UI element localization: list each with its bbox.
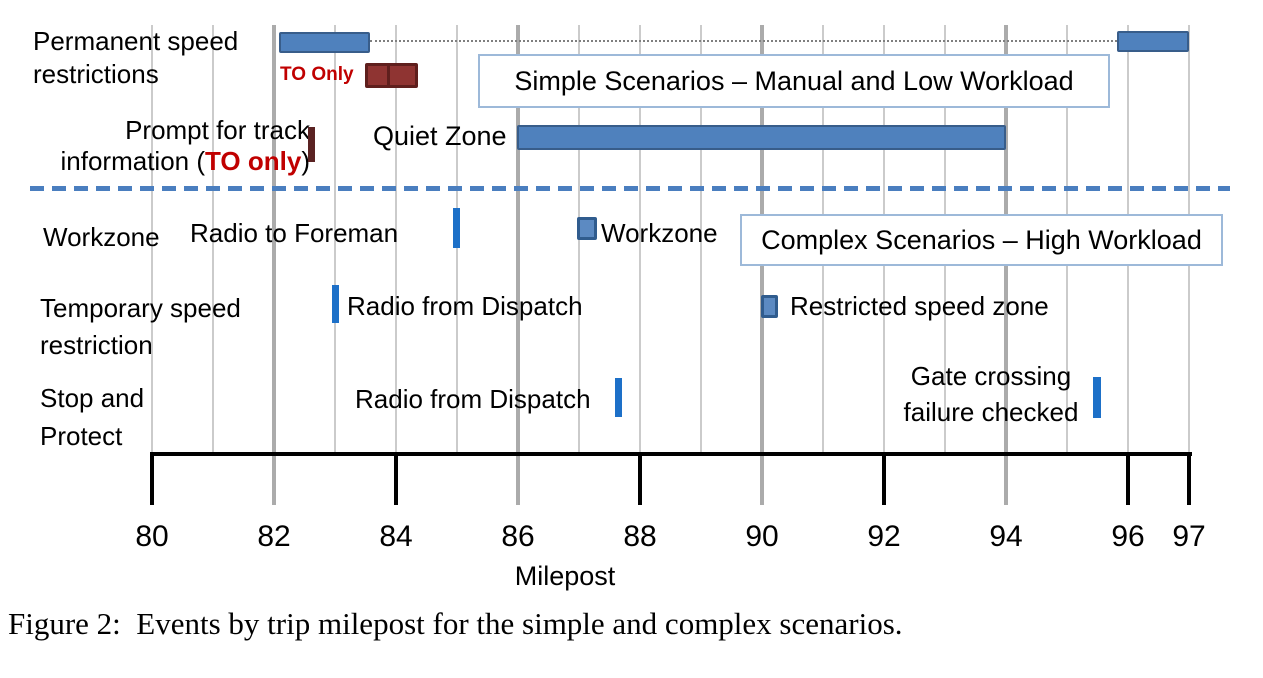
to-only-label: TO Only (280, 64, 354, 85)
axis-tick-label-84: 84 (379, 520, 413, 553)
axis-tick-84 (394, 452, 398, 505)
quiet-zone-label: Quiet Zone (373, 121, 507, 151)
axis-tick-80 (150, 452, 154, 505)
axis-tick-label-86: 86 (501, 520, 535, 553)
bar-to-only (365, 63, 418, 88)
dashed-section-separator (30, 186, 1230, 191)
x-axis-title: Milepost (514, 561, 616, 591)
tick-radio-from-dispatch-2 (615, 378, 622, 417)
gridline-mp-84 (395, 25, 397, 452)
gridline-mp-82 (272, 25, 276, 452)
x-axis-line (152, 452, 1192, 456)
tick-gate-crossing (1093, 377, 1101, 418)
row-label-permanent-speed-restrictions: Permanent speed restrictions (33, 26, 239, 89)
axis-tick-label-80: 80 (135, 520, 169, 553)
row-label-temporary-speed-restriction: Temporary speed restriction (40, 293, 241, 360)
square-workzone-event (577, 217, 597, 240)
gridline-mp-80 (151, 25, 153, 452)
bar-to-only-segment-2 (390, 66, 415, 85)
bar-permanent-speed-restriction-1 (279, 32, 370, 53)
axis-tick-label-92: 92 (867, 520, 901, 553)
figure-caption: Figure 2: Events by trip milepost for th… (8, 606, 903, 641)
gridline-mp-86 (516, 25, 520, 452)
tick-radio-from-dispatch-1 (332, 285, 339, 323)
gate-crossing-label: Gate crossing failure checked (903, 361, 1079, 427)
prompt-to-only-red-text: TO only (205, 146, 302, 176)
simple-scenarios-box: Simple Scenarios – Manual and Low Worklo… (478, 54, 1110, 108)
axis-tick-label-96: 96 (1111, 520, 1145, 553)
axis-gray-tick-86 (516, 456, 520, 505)
tick-radio-to-foreman (453, 208, 460, 248)
gridline-mp-83 (334, 25, 336, 452)
axis-tick-97 (1187, 452, 1191, 505)
bar-permanent-speed-restriction-2 (1117, 31, 1189, 52)
gridline-mp-88 (639, 25, 641, 452)
radio-from-dispatch-2-label: Radio from Dispatch (355, 384, 591, 414)
row-label-workzone: Workzone (43, 222, 160, 252)
axis-tick-label-97: 97 (1172, 520, 1206, 553)
axis-tick-label-90: 90 (745, 520, 779, 553)
axis-tick-96 (1126, 452, 1130, 505)
gridline-mp-81 (212, 25, 214, 452)
radio-to-foreman-label: Radio to Foreman (190, 218, 399, 248)
axis-gray-tick-82 (272, 456, 276, 505)
bar-to-only-segment-1 (368, 66, 390, 85)
axis-gray-tick-90 (760, 456, 764, 505)
tick-prompt-track-info (308, 127, 315, 162)
radio-from-dispatch-1-label: Radio from Dispatch (347, 291, 583, 321)
square-restricted-speed-zone (761, 295, 778, 318)
gridline-mp-89 (700, 25, 702, 452)
row-label-stop-and-protect: Stop and Protect (40, 383, 145, 451)
axis-tick-label-94: 94 (989, 520, 1023, 553)
dotted-connector-line (370, 40, 1117, 42)
bar-quiet-zone (517, 125, 1006, 150)
workzone-event-label: Workzone (601, 218, 718, 248)
axis-tick-92 (882, 452, 886, 505)
plot-area: Permanent speed restrictions TO Only Sim… (30, 25, 1230, 591)
axis-gray-tick-94 (1004, 456, 1008, 505)
axis-tick-label-88: 88 (623, 520, 657, 553)
axis-tick-label-82: 82 (257, 520, 291, 553)
restricted-speed-zone-label: Restricted speed zone (790, 291, 1049, 321)
row-label-prompt-for-track-information: Prompt for track information (TO only) (60, 115, 310, 176)
complex-scenarios-box: Complex Scenarios – High Workload (740, 214, 1223, 266)
axis-tick-88 (638, 452, 642, 505)
